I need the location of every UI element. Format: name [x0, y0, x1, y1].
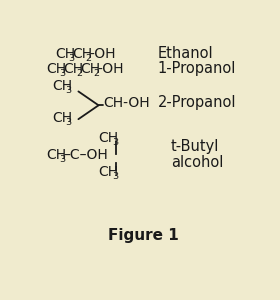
Text: t-Butyl: t-Butyl [171, 140, 219, 154]
Text: CH: CH [80, 62, 100, 76]
Text: CH-OH: CH-OH [103, 96, 150, 110]
Text: 3: 3 [68, 54, 74, 63]
Text: Ethanol: Ethanol [157, 46, 213, 61]
Text: 2-Propanol: 2-Propanol [157, 95, 236, 110]
Text: Figure 1: Figure 1 [108, 228, 179, 243]
Text: -OH: -OH [89, 46, 116, 61]
Text: 3: 3 [65, 118, 71, 127]
Text: 2: 2 [76, 69, 82, 78]
Text: CH: CH [55, 46, 75, 61]
Text: 1-Propanol: 1-Propanol [157, 61, 236, 76]
Text: -OH: -OH [97, 62, 123, 76]
Text: 2: 2 [85, 54, 91, 63]
Text: alcohol: alcohol [171, 155, 223, 170]
Text: CH: CH [63, 62, 83, 76]
Text: CH: CH [99, 131, 119, 145]
Text: CH: CH [52, 111, 72, 125]
Text: CH: CH [52, 79, 72, 93]
Text: 3: 3 [112, 172, 118, 181]
Text: CH: CH [72, 46, 92, 61]
Text: CH: CH [99, 165, 119, 179]
Text: 3: 3 [59, 69, 65, 78]
Text: 3: 3 [59, 155, 65, 164]
Text: 3: 3 [65, 86, 71, 95]
Text: CH: CH [46, 148, 66, 162]
Text: CH: CH [46, 62, 66, 76]
Text: 2: 2 [93, 69, 99, 78]
Text: –C–OH: –C–OH [63, 148, 108, 162]
Text: 3: 3 [112, 138, 118, 147]
